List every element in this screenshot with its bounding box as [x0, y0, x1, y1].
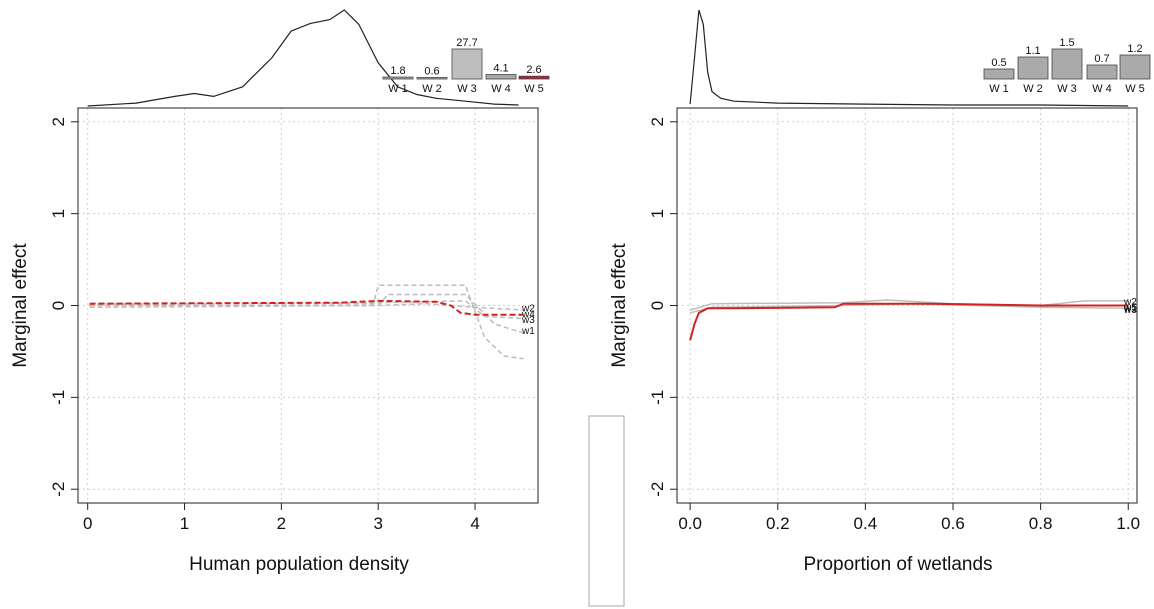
- y-axis-label: Marginal effect: [609, 243, 630, 368]
- weight-bar-label: W 4: [1092, 83, 1112, 95]
- y-tick-label: 2: [648, 117, 667, 126]
- x-tick-label: 2: [277, 514, 286, 533]
- weight-bar-label: W 3: [457, 83, 477, 95]
- x-tick-label: 4: [470, 514, 479, 533]
- weight-bar-value: 0.6: [424, 66, 439, 78]
- series-line-mean: [689, 302, 1129, 341]
- weight-bar-label: W 5: [1125, 83, 1145, 95]
- weight-bar-label: W 1: [989, 83, 1009, 95]
- blank-box: [588, 415, 625, 607]
- density-curve: [689, 9, 1129, 107]
- series-end-label: w1: [521, 326, 535, 337]
- x-axis-label: Human population density: [189, 554, 409, 575]
- weight-bar: [1086, 64, 1118, 80]
- weight-bar-label: W 1: [388, 83, 408, 95]
- y-tick-label: 0: [49, 301, 68, 310]
- x-tick-label: 0.6: [941, 514, 965, 533]
- weight-bar: [382, 76, 414, 80]
- x-tick-label: 0.2: [766, 514, 790, 533]
- series-line-w3: [89, 293, 524, 334]
- series-line-w2: [689, 299, 1129, 311]
- x-tick-label: 0.0: [678, 514, 702, 533]
- x-axis-label: Proportion of wetlands: [803, 554, 992, 575]
- weight-bar-value: 1.8: [390, 65, 405, 77]
- weight-bar-value: 1.5: [1059, 37, 1074, 49]
- series-end-label: w1: [1123, 304, 1137, 315]
- y-axis-label: Marginal effect: [10, 243, 31, 368]
- y-tick-label: -2: [648, 482, 667, 497]
- weight-bar: [416, 77, 448, 80]
- y-tick-label: 1: [648, 209, 667, 218]
- weight-bar-label: W 5: [524, 83, 544, 95]
- weight-bar-label: W 2: [1023, 83, 1043, 95]
- right-panel: 0.0 0.2 0.4 0.6 0.8 1.0 2 1 0 -1 -2 Proportion of w…: [609, 9, 1151, 575]
- weight-bar: [1119, 54, 1151, 80]
- weight-bar-value: 0.7: [1094, 53, 1109, 65]
- weight-bar-value: 2.6: [526, 64, 541, 76]
- weight-bar-value: 4.1: [493, 63, 508, 75]
- x-tick-label: 1: [180, 514, 189, 533]
- weight-bar-label: W 2: [422, 83, 442, 95]
- series-end-label: w2: [521, 303, 535, 314]
- series-line-mean: [89, 299, 524, 316]
- y-tick-label: 2: [49, 117, 68, 126]
- y-tick-label: -1: [648, 390, 667, 405]
- series-end-label: w3: [521, 315, 535, 326]
- x-tick-label: 1.0: [1116, 514, 1140, 533]
- weight-bar: [1051, 48, 1083, 80]
- weight-bar: [518, 75, 550, 80]
- x-tick-label: 0: [83, 514, 92, 533]
- x-tick-label: 0.8: [1029, 514, 1053, 533]
- left-panel: 0 1 2 3 4 2 1 0 -1 -2 Human population density Marg…: [10, 9, 550, 575]
- weight-bar-value: 1.2: [1127, 43, 1142, 55]
- weight-bar-value: 0.5: [991, 57, 1006, 69]
- weight-bar: [451, 48, 483, 80]
- y-tick-label: -2: [49, 482, 68, 497]
- series-line-w1: [89, 284, 524, 360]
- density-curve: [87, 9, 519, 107]
- weight-bar-label: W 4: [491, 83, 511, 95]
- weight-bar-label: W 3: [1057, 83, 1077, 95]
- weight-bar: [983, 68, 1015, 80]
- y-tick-label: -1: [49, 390, 68, 405]
- weight-bar: [485, 74, 517, 80]
- series-end-label: w4: [521, 310, 535, 321]
- series-end-label: w3: [1123, 305, 1137, 316]
- weight-bar-value: 27.7: [456, 37, 477, 49]
- y-tick-label: 1: [49, 209, 68, 218]
- series-end-label: w2: [1123, 297, 1137, 308]
- x-tick-label: 3: [373, 514, 382, 533]
- y-tick-label: 0: [648, 301, 667, 310]
- weight-bar-value: 1.1: [1025, 45, 1040, 57]
- series-end-label: w5: [1123, 302, 1137, 313]
- x-tick-label: 0.4: [854, 514, 878, 533]
- weight-bar: [1017, 56, 1049, 80]
